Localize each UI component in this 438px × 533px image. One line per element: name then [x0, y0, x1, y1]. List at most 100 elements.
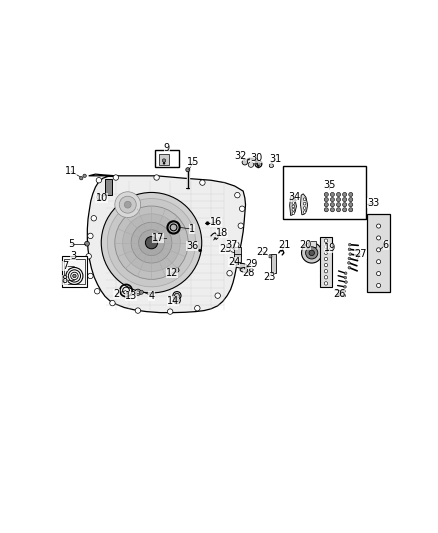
Circle shape	[115, 206, 188, 279]
Polygon shape	[226, 245, 229, 248]
Circle shape	[343, 192, 346, 197]
Circle shape	[96, 177, 102, 183]
Text: 35: 35	[323, 180, 335, 190]
Circle shape	[173, 297, 180, 304]
Text: 30: 30	[250, 153, 262, 163]
Circle shape	[344, 286, 346, 288]
Text: 26: 26	[333, 288, 346, 298]
Bar	[307, 241, 316, 247]
Circle shape	[303, 198, 306, 200]
Circle shape	[85, 241, 89, 246]
Circle shape	[101, 192, 202, 293]
Circle shape	[292, 208, 295, 211]
Circle shape	[324, 203, 328, 207]
Circle shape	[175, 268, 179, 272]
Circle shape	[83, 174, 86, 177]
Circle shape	[80, 176, 83, 180]
Bar	[271, 254, 276, 273]
Circle shape	[107, 199, 196, 287]
Bar	[283, 166, 366, 219]
Circle shape	[345, 281, 347, 284]
Circle shape	[303, 203, 306, 205]
Circle shape	[139, 290, 143, 294]
Text: 10: 10	[95, 193, 108, 203]
Circle shape	[292, 205, 295, 208]
Circle shape	[137, 291, 139, 294]
Circle shape	[233, 242, 239, 247]
Bar	[159, 155, 169, 165]
Circle shape	[349, 253, 352, 255]
Circle shape	[348, 257, 351, 260]
Circle shape	[330, 208, 335, 212]
Circle shape	[324, 251, 328, 255]
Text: 31: 31	[269, 154, 282, 164]
Text: 25: 25	[219, 245, 231, 254]
Circle shape	[119, 196, 136, 213]
Circle shape	[336, 198, 341, 201]
Text: 16: 16	[210, 217, 222, 227]
Text: 14: 14	[167, 296, 179, 306]
Text: 13: 13	[125, 290, 137, 301]
Circle shape	[303, 211, 306, 214]
Text: 9: 9	[164, 143, 170, 152]
Circle shape	[349, 208, 353, 212]
Circle shape	[344, 276, 346, 279]
Bar	[320, 237, 332, 287]
Circle shape	[88, 273, 93, 279]
Circle shape	[73, 274, 76, 278]
Circle shape	[110, 301, 115, 306]
Circle shape	[292, 198, 295, 201]
Circle shape	[330, 192, 335, 197]
Text: 24: 24	[228, 257, 240, 266]
Text: 12: 12	[166, 268, 178, 278]
Text: 27: 27	[354, 249, 367, 259]
Circle shape	[135, 289, 141, 295]
Circle shape	[348, 266, 351, 269]
Circle shape	[301, 243, 322, 263]
Circle shape	[303, 207, 306, 209]
Circle shape	[324, 263, 328, 267]
Circle shape	[248, 162, 254, 167]
Circle shape	[377, 224, 381, 228]
Circle shape	[97, 195, 102, 200]
Circle shape	[163, 162, 165, 164]
Circle shape	[240, 206, 245, 212]
Circle shape	[343, 294, 346, 297]
Bar	[64, 260, 85, 285]
Circle shape	[91, 215, 96, 221]
Circle shape	[324, 270, 328, 273]
Polygon shape	[300, 194, 307, 215]
Text: 37: 37	[226, 240, 238, 250]
Bar	[105, 179, 112, 195]
Circle shape	[324, 276, 328, 279]
Circle shape	[138, 230, 164, 256]
Circle shape	[227, 271, 232, 276]
Circle shape	[377, 248, 381, 252]
Text: 36: 36	[186, 241, 198, 251]
Circle shape	[95, 288, 100, 294]
Text: 17: 17	[152, 233, 165, 243]
Circle shape	[348, 248, 351, 251]
Circle shape	[124, 201, 131, 208]
Text: 15: 15	[187, 157, 199, 167]
Circle shape	[377, 236, 381, 240]
Circle shape	[343, 208, 346, 212]
Ellipse shape	[240, 268, 251, 272]
Circle shape	[292, 212, 295, 214]
Circle shape	[324, 282, 328, 285]
Circle shape	[330, 203, 335, 207]
Circle shape	[306, 247, 318, 259]
Circle shape	[324, 192, 328, 197]
Circle shape	[336, 208, 341, 212]
Text: 22: 22	[256, 247, 269, 256]
Text: 34: 34	[288, 192, 300, 202]
Text: 1: 1	[189, 224, 195, 234]
Circle shape	[175, 268, 179, 272]
Text: 8: 8	[62, 275, 68, 285]
Bar	[155, 150, 179, 167]
Text: 5: 5	[68, 239, 74, 249]
Circle shape	[324, 257, 328, 261]
Circle shape	[167, 309, 173, 314]
Circle shape	[238, 223, 244, 229]
Circle shape	[115, 192, 141, 217]
